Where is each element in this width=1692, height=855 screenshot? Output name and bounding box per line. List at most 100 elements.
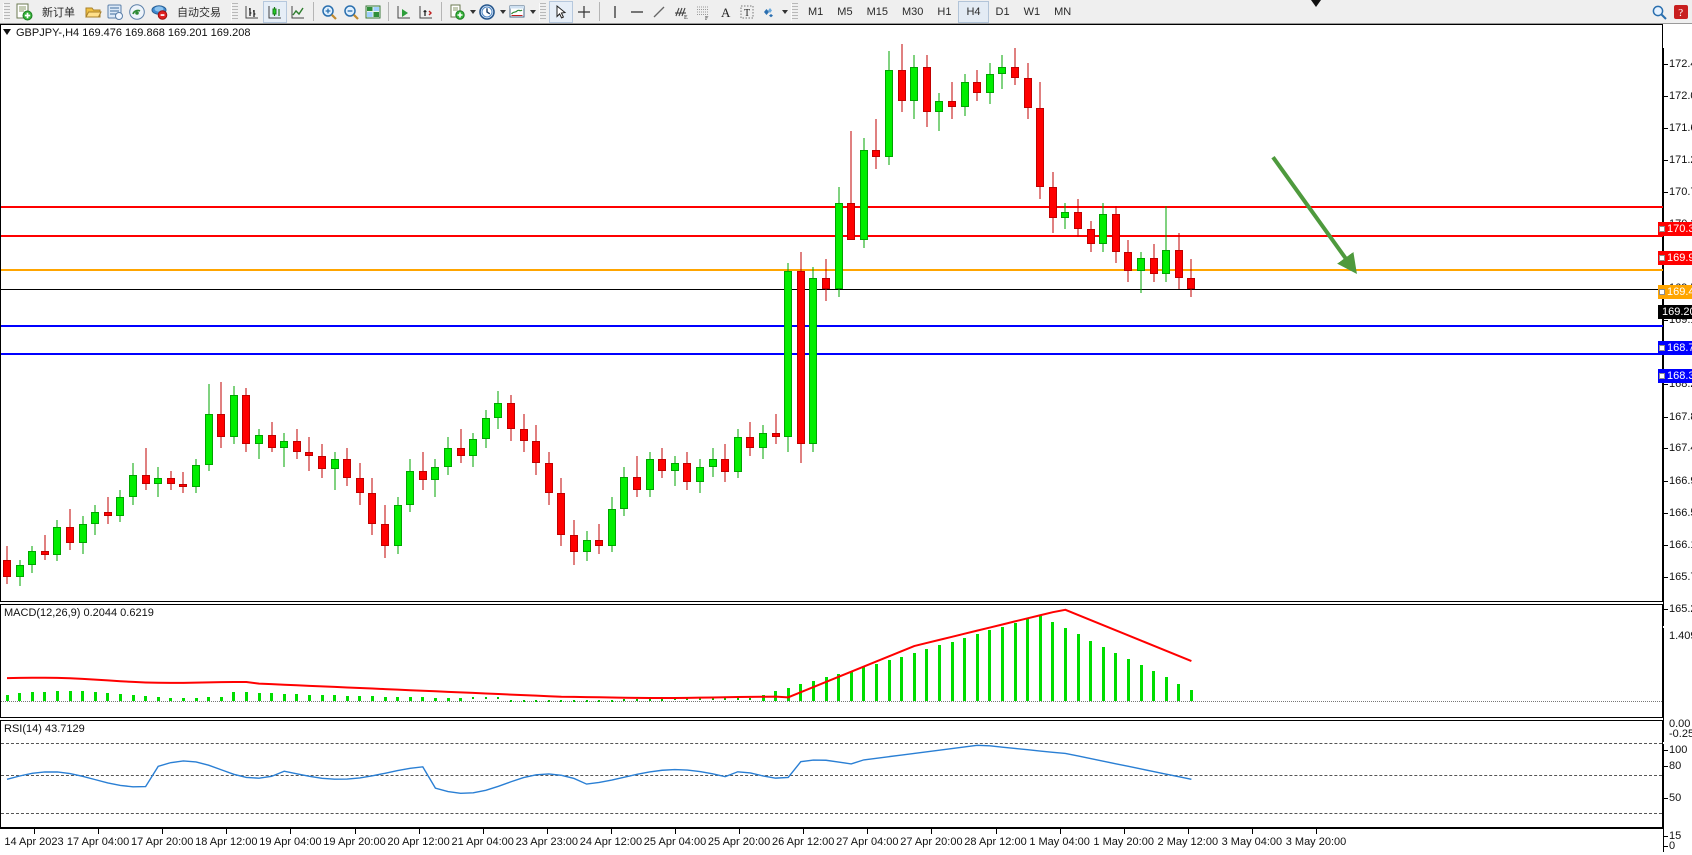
macd-scale[interactable]: 1.4098 0.00-0.2571 <box>1663 628 1692 742</box>
candle[interactable] <box>15 559 24 586</box>
candle[interactable] <box>721 444 730 483</box>
candle[interactable] <box>1074 198 1082 237</box>
period-icon[interactable] <box>476 1 498 23</box>
horizontal-line-icon[interactable] <box>626 1 648 23</box>
price-badge-handle[interactable] <box>1659 225 1665 232</box>
drawing-tools-grip[interactable] <box>539 2 546 21</box>
candle[interactable] <box>444 436 452 475</box>
candle[interactable] <box>166 470 175 490</box>
price-scale[interactable]: 172.490 172.070 171.640 171.220 170.790 170.3… <box>1658 48 1692 626</box>
candle[interactable] <box>78 516 87 554</box>
indicators-icon[interactable] <box>446 1 468 23</box>
candle[interactable] <box>318 444 326 479</box>
candle[interactable] <box>847 130 856 241</box>
text-label-icon[interactable]: T <box>736 1 758 23</box>
terminal-icon[interactable] <box>362 1 384 23</box>
templates-icon[interactable] <box>506 1 528 23</box>
candle[interactable] <box>595 523 604 554</box>
elliott-wave-icon[interactable]: E <box>670 1 692 23</box>
candle[interactable] <box>910 55 919 120</box>
search-icon[interactable] <box>1648 1 1670 23</box>
timeframe-h1[interactable]: H1 <box>937 5 952 18</box>
candle[interactable] <box>242 387 251 452</box>
candle[interactable] <box>771 414 780 445</box>
candle[interactable] <box>872 119 881 169</box>
candle[interactable] <box>330 451 339 490</box>
price-badge-resistance[interactable]: 169.919 <box>1658 251 1692 266</box>
autotrading-button[interactable]: 自动交易 <box>177 6 221 19</box>
line-chart-icon[interactable] <box>287 1 309 23</box>
candle[interactable] <box>129 463 137 505</box>
candle[interactable] <box>809 266 818 452</box>
candle[interactable] <box>658 448 667 479</box>
candle[interactable] <box>431 459 440 498</box>
shapes-icon[interactable] <box>758 1 780 23</box>
cursor-icon[interactable] <box>549 0 573 23</box>
candle[interactable] <box>922 55 931 127</box>
candle[interactable] <box>66 508 74 551</box>
price-badge-handle[interactable] <box>1659 372 1665 379</box>
candle[interactable] <box>255 429 263 460</box>
candle[interactable] <box>544 451 553 505</box>
candle[interactable] <box>834 187 843 297</box>
candle[interactable] <box>204 383 213 471</box>
price-badge-support[interactable]: 168.736 <box>1658 340 1692 355</box>
price-badge-resistance[interactable]: 170.305 <box>1658 221 1692 236</box>
candle[interactable] <box>1023 62 1032 120</box>
bearish-trend-arrow[interactable] <box>1 25 1664 603</box>
candle[interactable] <box>1048 172 1057 233</box>
candle[interactable] <box>40 535 49 560</box>
candle[interactable] <box>1124 240 1133 282</box>
price-badge-handle[interactable] <box>1659 289 1665 296</box>
timeframe-grip[interactable] <box>791 2 798 21</box>
price-badge-support[interactable]: 168.364 <box>1658 368 1692 383</box>
candle[interactable] <box>229 386 238 445</box>
pane-collapse-icon[interactable] <box>3 29 11 35</box>
timeframe-h4[interactable]: H4 <box>958 0 989 23</box>
candle[interactable] <box>280 433 289 467</box>
candle[interactable] <box>1099 202 1108 252</box>
candle[interactable] <box>103 497 112 524</box>
candle[interactable] <box>935 93 944 131</box>
candle[interactable] <box>28 546 37 573</box>
candle[interactable] <box>746 421 755 456</box>
price-badge-current-price[interactable]: 169.208 <box>1658 304 1692 319</box>
candle[interactable] <box>393 497 402 554</box>
templates-chevron-down-icon[interactable] <box>530 9 536 14</box>
price-badge-handle[interactable] <box>1659 255 1665 262</box>
price-pane[interactable] <box>0 24 1664 603</box>
candle[interactable] <box>1174 232 1183 290</box>
crosshair-icon[interactable] <box>573 1 595 23</box>
bar-chart-icon[interactable] <box>241 1 263 23</box>
auto-scroll-icon[interactable] <box>415 1 437 23</box>
candle[interactable] <box>469 433 478 467</box>
price-badge-pivot[interactable]: 169.469 <box>1658 285 1692 300</box>
timeframe-m15[interactable]: M15 <box>866 5 888 18</box>
rsi-pane[interactable] <box>0 720 1663 828</box>
timeframe-m1[interactable]: M1 <box>808 5 824 18</box>
candle[interactable] <box>784 263 793 452</box>
price-badge-handle[interactable] <box>1659 344 1665 351</box>
candle[interactable] <box>154 467 163 498</box>
candle[interactable] <box>355 463 364 505</box>
candlestick-chart-icon[interactable] <box>263 0 287 23</box>
candle[interactable] <box>708 448 717 477</box>
candle[interactable] <box>1137 251 1145 294</box>
timeframe-mn[interactable]: MN <box>1054 5 1072 18</box>
indicators-chevron-down-icon[interactable] <box>470 9 476 14</box>
candle[interactable] <box>620 467 629 517</box>
candle[interactable] <box>519 414 528 452</box>
rsi-scale[interactable]: 100 80 50 15 0 <box>1663 744 1692 852</box>
candle[interactable] <box>532 425 541 475</box>
open-data-folder-icon[interactable] <box>82 1 104 23</box>
candle[interactable] <box>507 395 515 441</box>
candle[interactable] <box>985 62 994 105</box>
candle[interactable] <box>494 391 503 430</box>
candle[interactable] <box>406 459 415 513</box>
trendline-icon[interactable] <box>648 1 670 23</box>
candle[interactable] <box>822 259 830 301</box>
candle[interactable] <box>670 455 679 486</box>
candle[interactable] <box>759 425 767 460</box>
candle[interactable] <box>696 459 704 494</box>
